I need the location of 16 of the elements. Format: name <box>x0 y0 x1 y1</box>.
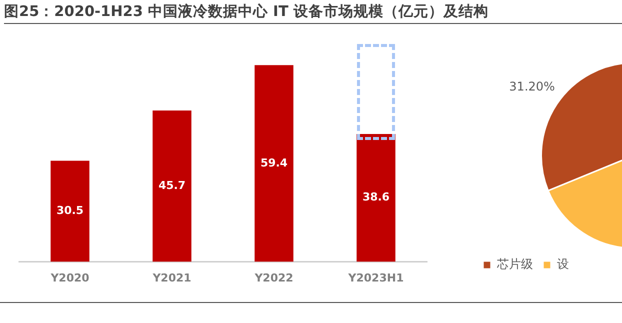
bar <box>254 65 294 262</box>
legend-label: 芯片级 <box>496 257 533 272</box>
x-tick-label: Y2020 <box>50 271 90 284</box>
data-label: 30.5 <box>56 204 84 218</box>
bar <box>152 110 192 262</box>
x-tick-label: Y2023H1 <box>347 271 404 284</box>
data-label: 59.4 <box>260 156 288 170</box>
legend-label: 设 <box>557 257 569 272</box>
chart-title: 图25：2020-1H23 中国液冷数据中心 IT 设备市场规模（亿元）及结构 <box>4 2 622 24</box>
data-label: 31.20% <box>509 79 555 94</box>
bar <box>356 134 396 262</box>
data-label: 45.7 <box>158 178 186 192</box>
bar <box>50 160 90 262</box>
x-tick-label: Y2021 <box>152 271 192 284</box>
data-label: 38.6 <box>362 190 390 204</box>
x-tick-label: Y2022 <box>254 271 294 284</box>
